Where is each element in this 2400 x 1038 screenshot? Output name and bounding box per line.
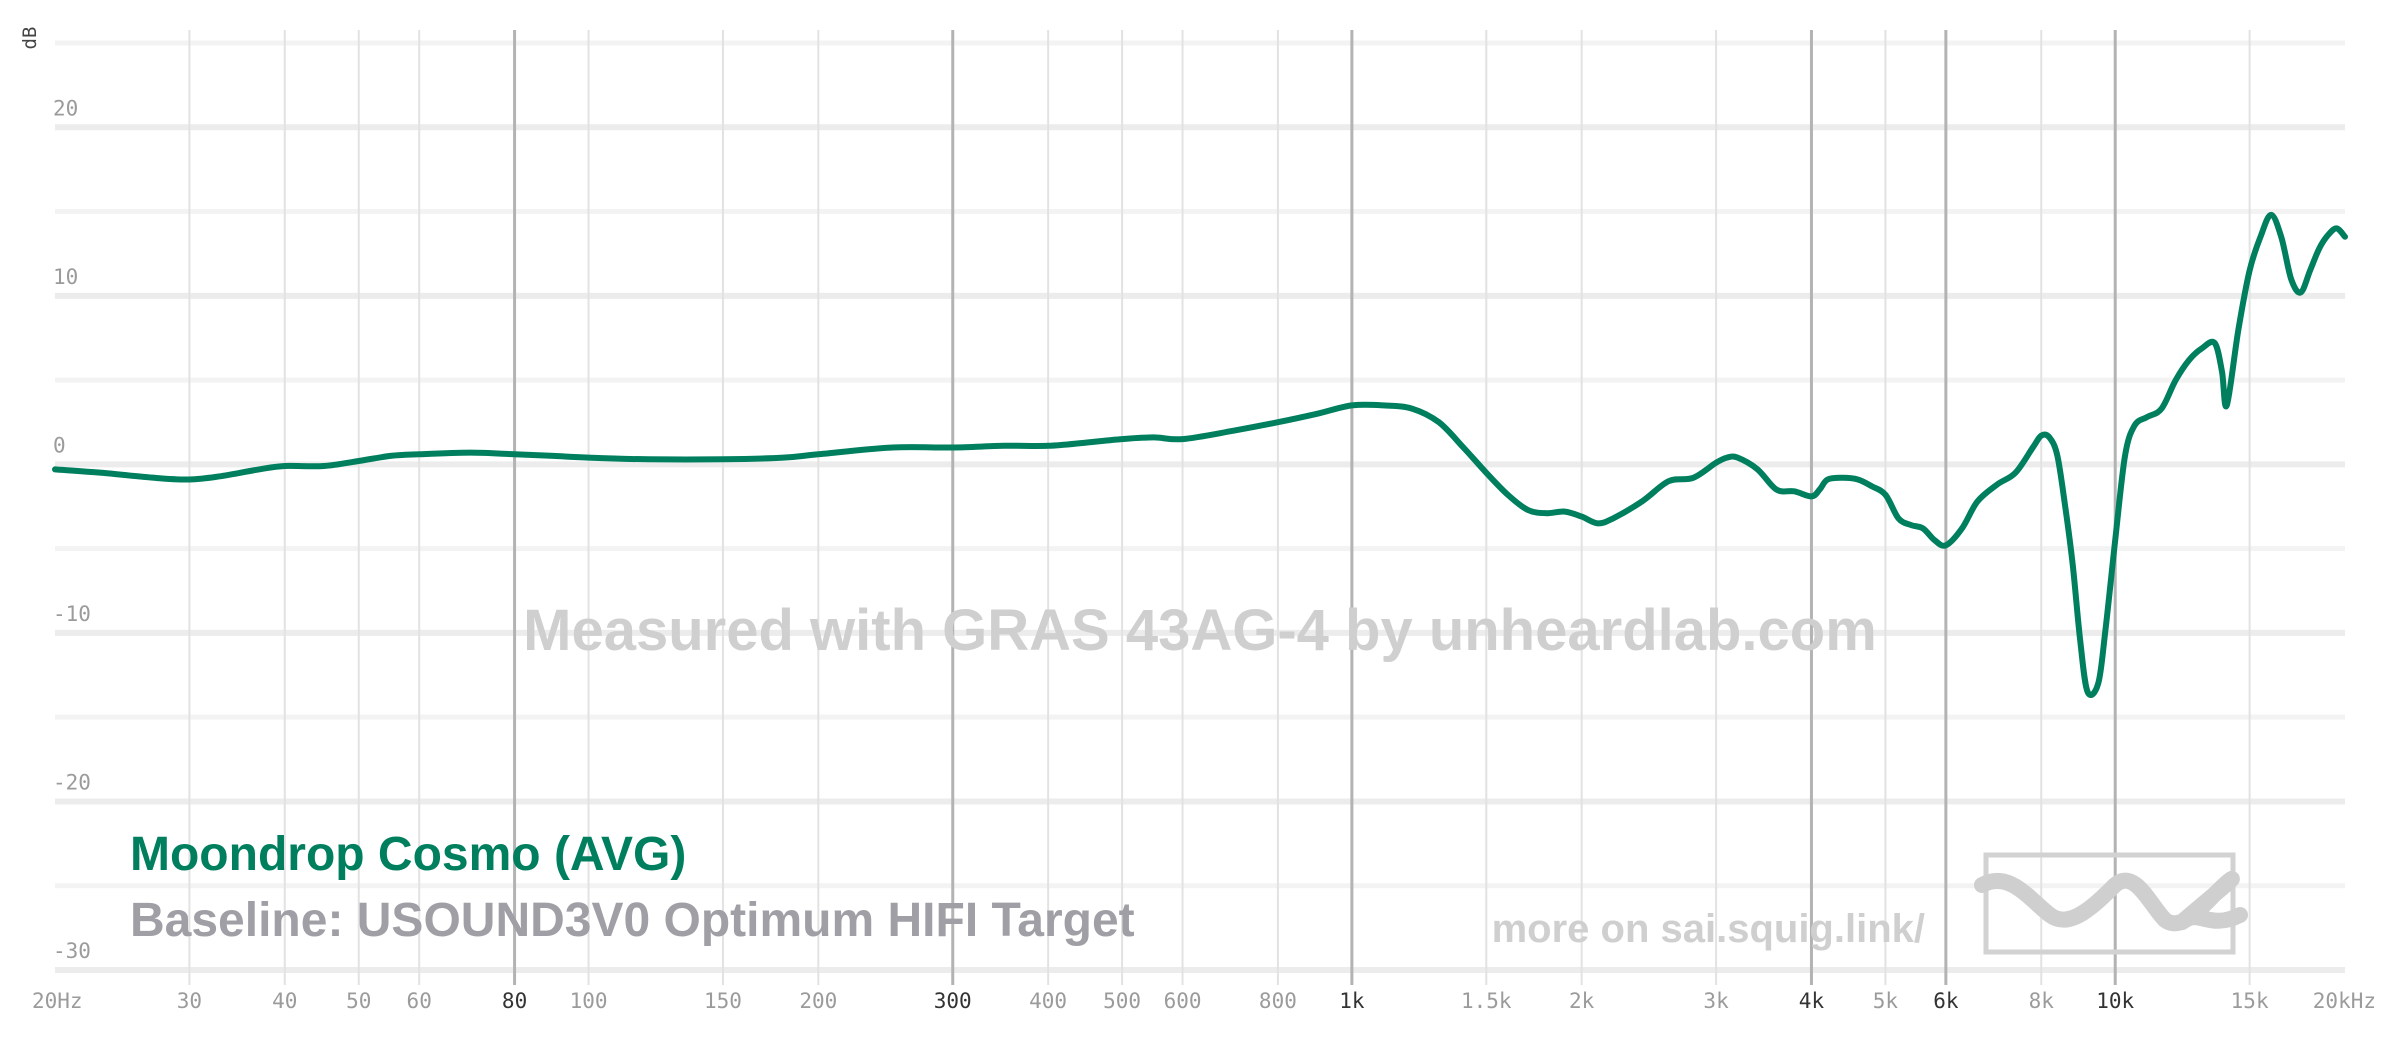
legend-title: Moondrop Cosmo (AVG) — [130, 828, 686, 881]
x-tick-label: 150 — [704, 989, 742, 1013]
x-tick-label: 1k — [1339, 989, 1365, 1013]
x-axis-tick-labels: 20Hz 30 40 50 60 80 100 150 200 300 400 500 600 800 1k… — [32, 989, 2376, 1013]
y-tick-label: -30 — [53, 939, 91, 963]
y-tick-label: -10 — [53, 602, 91, 626]
horizontal-gridlines — [55, 40, 2345, 973]
x-tick-label: 1.5k — [1461, 989, 1512, 1013]
y-tick-label: 10 — [53, 265, 78, 289]
legend-baseline: Baseline: USOUND3V0 Optimum HIFI Target — [130, 894, 1135, 947]
x-tick-label: 15k — [2231, 989, 2269, 1013]
series-layer — [52, 211, 2348, 698]
x-tick-label: 4k — [1799, 989, 1825, 1013]
x-tick-label: 8k — [2029, 989, 2055, 1013]
x-tick-label: 40 — [272, 989, 297, 1013]
promo-link[interactable]: more on sai.squig.link/ — [1492, 907, 1925, 951]
x-tick-label: 80 — [502, 989, 527, 1013]
x-tick-label: 30 — [177, 989, 202, 1013]
x-tick-label: 10k — [2096, 989, 2134, 1013]
x-tick-label: 800 — [1259, 989, 1297, 1013]
x-tick-label: 5k — [1873, 989, 1899, 1013]
y-tick-label: 20 — [53, 96, 78, 120]
vertical-gridlines — [188, 30, 2251, 985]
series-line — [52, 211, 2348, 698]
x-tick-label: 6k — [1933, 989, 1959, 1013]
y-axis-label: dB — [19, 27, 41, 50]
x-tick-label: 100 — [570, 989, 608, 1013]
x-tick-label: 20Hz — [32, 989, 83, 1013]
x-tick-label: 200 — [799, 989, 837, 1013]
measurement-watermark: Measured with GRAS 43AG-4 by unheardlab.… — [523, 598, 1877, 663]
x-tick-label: 3k — [1703, 989, 1729, 1013]
x-tick-label: 400 — [1029, 989, 1067, 1013]
y-tick-label: 0 — [53, 433, 66, 457]
x-tick-label: 500 — [1103, 989, 1141, 1013]
y-axis-tick-labels: 20 10 0 -10 -20 -30 — [53, 96, 91, 963]
squiglink-logo-icon — [1974, 852, 2248, 955]
y-tick-label: -20 — [53, 770, 91, 794]
x-tick-label: 60 — [407, 989, 432, 1013]
x-tick-label: 2k — [1569, 989, 1595, 1013]
x-tick-label: 50 — [346, 989, 371, 1013]
x-tick-label: 300 — [934, 989, 972, 1013]
x-tick-label: 20kHz — [2313, 989, 2376, 1013]
x-tick-label: 600 — [1164, 989, 1202, 1013]
